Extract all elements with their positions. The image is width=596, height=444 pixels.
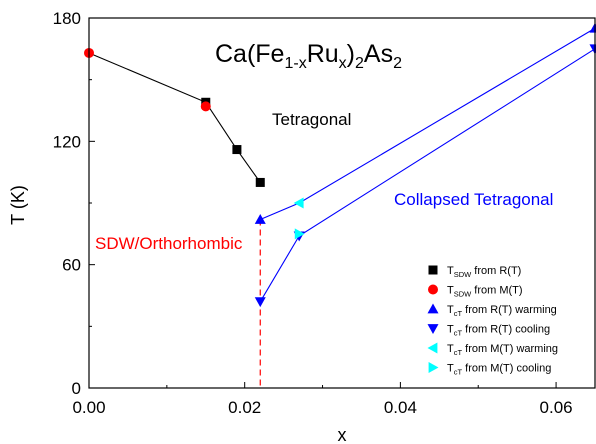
plot-area: [84, 22, 596, 388]
formula-base1: Ca(Fe: [215, 40, 284, 68]
formula-sub1: 1-x: [284, 55, 306, 72]
legend-label-5: TcT from M(T) warming: [447, 343, 558, 357]
x-tick-label: 0.04: [384, 398, 417, 417]
y-tick-label: 180: [53, 9, 81, 28]
x-tick-label: 0.02: [228, 398, 261, 417]
x-axis-title: x: [338, 425, 347, 444]
sdw-orthorhombic-label: SDW/Orthorhombic: [95, 234, 243, 253]
data-point-3-1: [254, 213, 266, 224]
formula-base2: Ru: [307, 40, 339, 68]
legend-marker-2: [428, 284, 438, 295]
tetragonal-label: Tetragonal: [272, 110, 351, 129]
data-point-1-3: [255, 177, 265, 187]
data-point-5-1: [293, 197, 304, 209]
y-tick-label: 120: [53, 132, 81, 151]
legend-label-2: TSDW from M(T): [447, 285, 523, 299]
series-line-3: [259, 48, 596, 302]
y-tick-label: 60: [62, 256, 81, 275]
legend-label-1: TSDW from R(T): [447, 265, 521, 279]
data-point-1-2: [232, 145, 242, 155]
legend-marker-1: [428, 265, 438, 275]
legend-marker-5: [427, 342, 438, 354]
y-axis-title: T (K): [8, 185, 28, 225]
x-tick-label: 0.00: [72, 398, 105, 417]
legend-label-3: TcT from R(T) warming: [447, 304, 557, 318]
data-point-6-1: [294, 228, 305, 240]
legend-label-6: TcT from M(T) cooling: [447, 363, 551, 377]
formula-sub4: 2: [393, 55, 402, 72]
data-point-4-1: [254, 297, 266, 308]
formula-base4: As: [364, 40, 393, 68]
formula-title: Ca(Fe1-xRux)2As2: [215, 40, 402, 72]
x-tick-label: 0.06: [540, 398, 573, 417]
data-point-3-2: [589, 22, 596, 33]
formula-sub2: x: [339, 55, 347, 72]
y-tick-label: 0: [72, 379, 81, 398]
formula-base3: ): [347, 40, 355, 68]
series-line-1: [88, 52, 261, 183]
data-point-2-2: [200, 101, 211, 112]
axes: 0.00 0.02 0.04 0.06 0 60 120 180: [53, 9, 596, 417]
legend-marker-3: [427, 303, 439, 314]
legend-marker-4: [427, 324, 439, 334]
legend-marker-6: [428, 362, 439, 373]
legend-label-4: TcT from R(T) cooling: [447, 324, 550, 338]
collapsed-tetragonal-label: Collapsed Tetragonal: [394, 190, 553, 209]
data-point-4-3: [589, 44, 596, 55]
formula-sub3: 2: [355, 55, 364, 72]
legend: TSDW from R(T) TSDW from M(T) TcT from R(T…: [427, 265, 558, 377]
